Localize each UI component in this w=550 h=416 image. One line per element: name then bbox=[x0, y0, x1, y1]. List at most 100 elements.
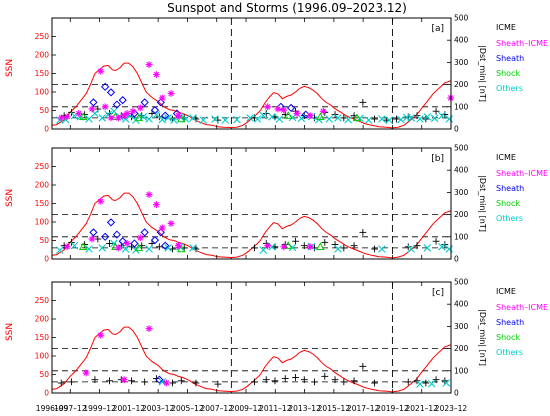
asterisk-stroke bbox=[307, 112, 313, 119]
x-stroke bbox=[211, 115, 219, 123]
asterisk-stroke bbox=[102, 104, 108, 110]
x-tick-label: 2015–12 bbox=[318, 404, 351, 413]
x-stroke bbox=[445, 245, 454, 253]
asterisk-stroke bbox=[121, 112, 127, 119]
asterisk-stroke bbox=[64, 114, 70, 120]
others-point bbox=[70, 241, 79, 250]
sheath-icme-point bbox=[97, 197, 105, 205]
x-stroke bbox=[334, 245, 342, 253]
y-right-tick-label: 500 bbox=[454, 278, 469, 287]
y-right-tick-label: 500 bbox=[454, 14, 469, 23]
x-stroke bbox=[325, 115, 333, 123]
sheath-point bbox=[150, 106, 160, 115]
others-point bbox=[423, 244, 432, 252]
asterisk-stroke bbox=[124, 240, 130, 247]
icme-point bbox=[350, 377, 358, 385]
y-left-tick-label: 150 bbox=[35, 69, 50, 78]
others-point bbox=[189, 114, 197, 122]
sheath-icme-point bbox=[97, 67, 105, 75]
icme-point bbox=[300, 376, 308, 384]
x-stroke bbox=[189, 114, 197, 122]
x-stroke bbox=[152, 110, 161, 119]
y-left-axis-label: SSN bbox=[5, 59, 15, 77]
x-stroke bbox=[164, 244, 172, 252]
sheath-point bbox=[101, 232, 110, 241]
sheath-icme-point bbox=[57, 114, 65, 122]
icme-point bbox=[321, 238, 329, 246]
x-stroke bbox=[121, 245, 130, 253]
x-stroke bbox=[199, 116, 208, 124]
x-stroke bbox=[378, 115, 386, 123]
y-left-tick-label: 250 bbox=[35, 162, 50, 171]
icme-point bbox=[340, 244, 348, 252]
legend-entry: Others bbox=[496, 84, 523, 93]
x-stroke bbox=[442, 379, 451, 387]
others-point bbox=[145, 115, 153, 123]
x-stroke bbox=[438, 111, 446, 120]
asterisk-stroke bbox=[175, 112, 182, 119]
x-stroke bbox=[378, 245, 386, 253]
shock-point bbox=[78, 242, 88, 251]
shock-point bbox=[134, 113, 144, 122]
shock-point bbox=[134, 243, 144, 252]
panel-label: [b] bbox=[431, 154, 444, 164]
shock-point bbox=[177, 114, 186, 123]
icme-point bbox=[106, 377, 113, 385]
sheath-icme-point bbox=[88, 105, 96, 113]
sheath-icme-point bbox=[129, 107, 137, 115]
x-stroke bbox=[416, 380, 424, 388]
ssn-line bbox=[52, 326, 451, 393]
x-stroke bbox=[438, 243, 446, 251]
shock-point bbox=[352, 113, 362, 122]
asterisk-stroke bbox=[76, 110, 82, 117]
x-stroke bbox=[55, 246, 64, 254]
asterisk-stroke bbox=[83, 370, 89, 376]
others-point bbox=[427, 379, 436, 388]
legend-entry: Others bbox=[496, 348, 523, 357]
x-stroke bbox=[334, 114, 342, 122]
icme-point bbox=[300, 242, 308, 250]
sheath-point bbox=[140, 228, 149, 237]
sheath-point bbox=[118, 237, 127, 246]
icme-point bbox=[331, 241, 339, 248]
others-point bbox=[430, 114, 439, 123]
sheath-icme-point bbox=[319, 107, 327, 115]
others-point bbox=[253, 115, 262, 123]
x-stroke bbox=[164, 114, 172, 122]
icme-point bbox=[359, 98, 367, 106]
icme-point bbox=[106, 240, 113, 247]
icme-point bbox=[251, 378, 258, 386]
shock-point bbox=[177, 244, 186, 253]
icme-point bbox=[251, 244, 258, 252]
legend-entry: Sheath–ICME bbox=[496, 39, 548, 48]
y-left-tick-label: 250 bbox=[35, 296, 50, 305]
asterisk-stroke bbox=[137, 105, 144, 111]
y-left-tick-label: 0 bbox=[44, 255, 49, 264]
sheath-icme-point bbox=[145, 325, 153, 333]
y-right-tick-label: 0 bbox=[454, 255, 459, 264]
plot-frame bbox=[51, 281, 452, 394]
x-stroke bbox=[364, 116, 373, 124]
asterisk-stroke bbox=[153, 71, 160, 78]
others-point bbox=[199, 116, 208, 124]
sheath-icme-point bbox=[280, 106, 288, 114]
asterisk-stroke bbox=[281, 107, 287, 113]
others-point bbox=[121, 245, 130, 253]
ssn-line bbox=[52, 62, 451, 129]
asterisk-stroke bbox=[115, 245, 122, 251]
y-left-tick-label: 50 bbox=[39, 236, 49, 245]
sheath-point bbox=[287, 103, 296, 113]
asterisk-stroke bbox=[168, 220, 174, 227]
icme-point bbox=[340, 378, 348, 386]
sheath-point bbox=[140, 98, 149, 107]
sheath-icme-point bbox=[101, 103, 109, 111]
sheath-icme-point bbox=[158, 94, 166, 102]
others-point bbox=[445, 245, 454, 253]
sheath-icme-point bbox=[120, 112, 128, 120]
shock-point bbox=[283, 111, 293, 119]
x-tick-label: 2005–12 bbox=[171, 404, 204, 413]
sheath-point bbox=[161, 111, 170, 120]
x-stroke bbox=[445, 115, 454, 123]
panel-label: [a] bbox=[431, 24, 444, 34]
